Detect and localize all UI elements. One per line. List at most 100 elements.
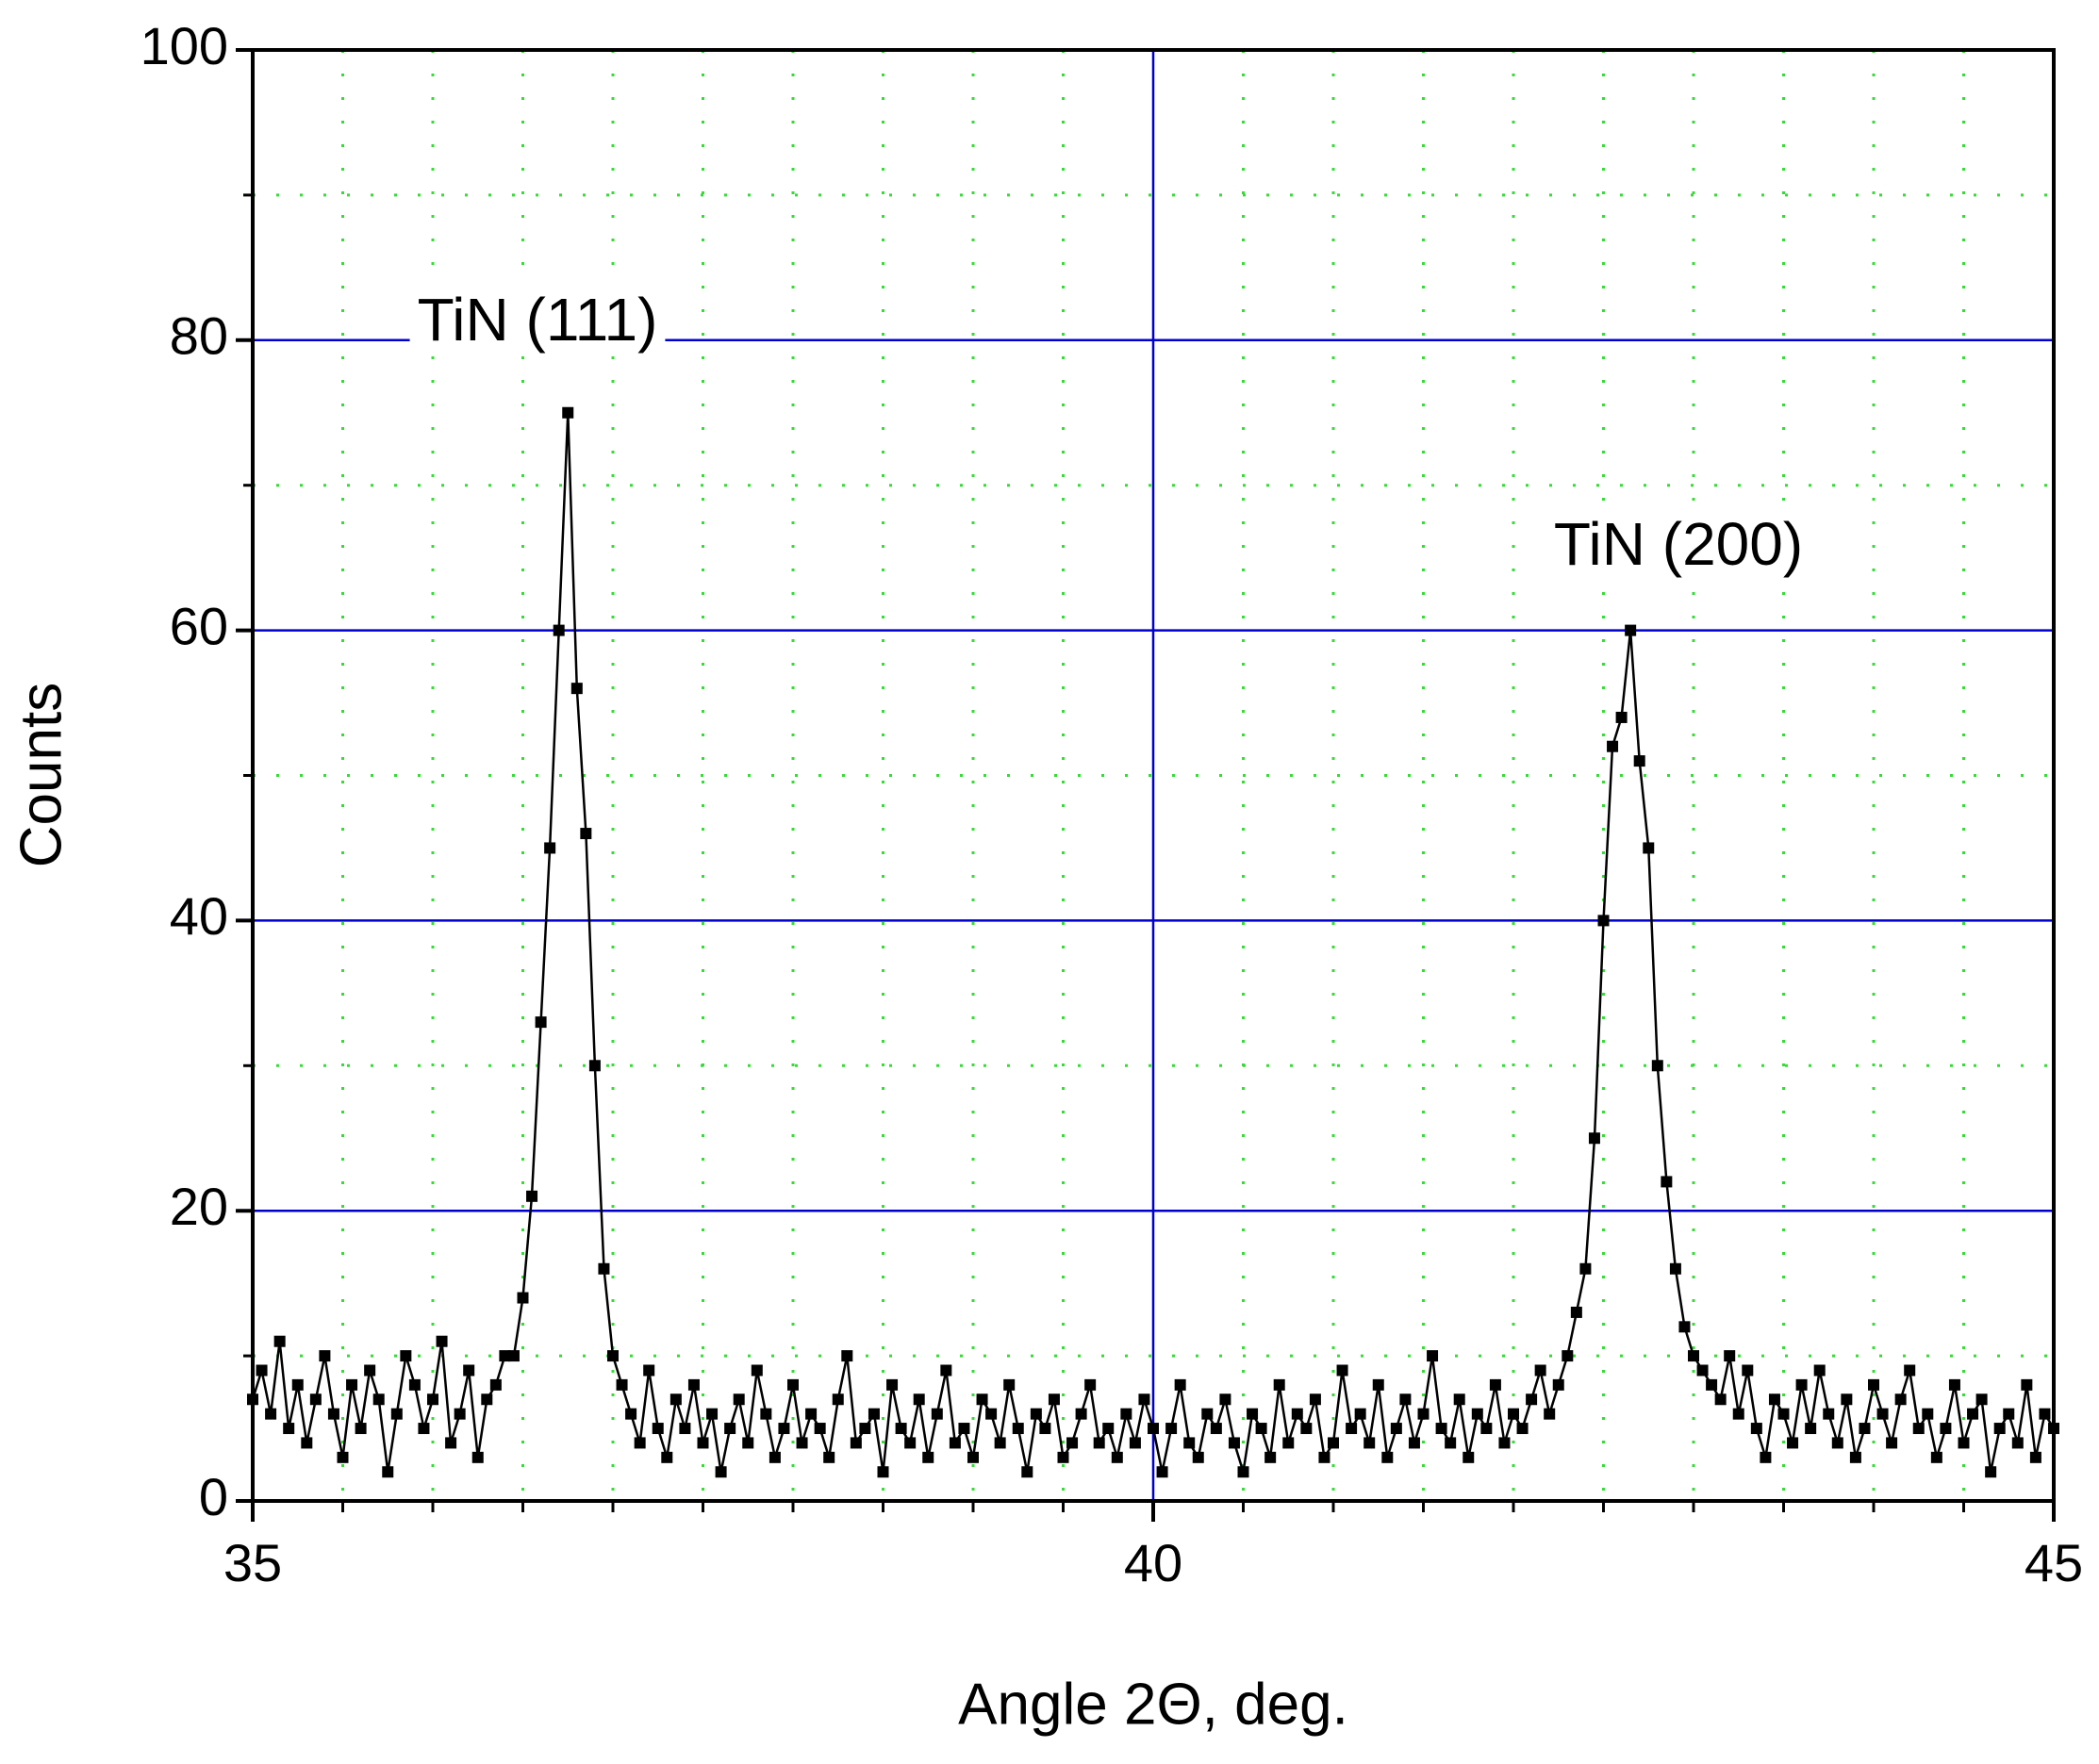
- data-point: [309, 1393, 322, 1406]
- data-point: [2011, 1437, 2024, 1449]
- data-point: [976, 1393, 988, 1406]
- data-point: [1291, 1408, 1303, 1420]
- data-point: [1948, 1378, 1960, 1391]
- data-point: [1534, 1364, 1546, 1377]
- data-point: [1823, 1408, 1835, 1420]
- y-tick-label: 100: [140, 16, 228, 75]
- y-tick-label: 20: [170, 1177, 228, 1236]
- annotation: TiN (111): [418, 286, 658, 354]
- data-point: [868, 1408, 880, 1420]
- x-tick-label: 45: [2025, 1533, 2083, 1592]
- data-point: [1985, 1466, 1997, 1478]
- x-tick-label: 40: [1124, 1533, 1182, 1592]
- data-point: [1021, 1466, 1033, 1478]
- data-point: [1093, 1437, 1105, 1449]
- data-point: [1003, 1378, 1016, 1391]
- data-point: [1399, 1393, 1412, 1406]
- data-point: [1859, 1423, 1871, 1435]
- data-point: [733, 1393, 745, 1406]
- data-point: [1201, 1408, 1214, 1420]
- data-point: [877, 1466, 889, 1478]
- data-point: [1912, 1423, 1925, 1435]
- data-point: [1588, 1132, 1600, 1145]
- data-point: [337, 1451, 349, 1463]
- data-point: [2048, 1423, 2059, 1435]
- data-point: [787, 1378, 799, 1391]
- data-point: [769, 1451, 781, 1463]
- data-point: [1148, 1423, 1159, 1435]
- data-point: [1471, 1408, 1483, 1420]
- data-point: [1336, 1364, 1348, 1377]
- data-point: [697, 1437, 709, 1449]
- data-point: [1876, 1408, 1889, 1420]
- data-point: [1012, 1423, 1024, 1435]
- data-point: [1138, 1393, 1150, 1406]
- data-point: [2039, 1408, 2051, 1420]
- data-point: [1364, 1437, 1376, 1449]
- data-point: [400, 1350, 412, 1362]
- data-point: [1427, 1350, 1439, 1362]
- data-point: [1661, 1176, 1673, 1188]
- data-point: [904, 1437, 917, 1449]
- data-point: [1714, 1393, 1727, 1406]
- data-point: [859, 1423, 871, 1435]
- data-point: [390, 1408, 403, 1420]
- data-point: [1183, 1437, 1196, 1449]
- data-point: [1048, 1393, 1060, 1406]
- data-point: [669, 1393, 682, 1406]
- y-tick-label: 80: [170, 306, 228, 366]
- data-point: [1760, 1451, 1772, 1463]
- data-point: [1228, 1437, 1240, 1449]
- data-point: [463, 1364, 475, 1377]
- data-point: [1787, 1437, 1799, 1449]
- data-point: [1102, 1423, 1115, 1435]
- data-point: [1174, 1378, 1186, 1391]
- data-point: [1300, 1423, 1313, 1435]
- data-point: [346, 1378, 358, 1391]
- data-point: [408, 1378, 421, 1391]
- data-point: [418, 1423, 430, 1435]
- data-point: [1498, 1437, 1511, 1449]
- data-point: [814, 1423, 826, 1435]
- data-point: [634, 1437, 646, 1449]
- data-point: [355, 1423, 367, 1435]
- data-point: [526, 1190, 538, 1202]
- data-point: [1210, 1423, 1222, 1435]
- data-point: [1255, 1423, 1267, 1435]
- data-point: [1282, 1437, 1295, 1449]
- data-point: [1526, 1393, 1538, 1406]
- data-point: [1129, 1437, 1141, 1449]
- data-point: [1264, 1451, 1277, 1463]
- data-point: [2021, 1378, 2033, 1391]
- data-point: [301, 1437, 313, 1449]
- data-point: [1354, 1408, 1366, 1420]
- data-point: [372, 1393, 385, 1406]
- data-point: [931, 1408, 943, 1420]
- data-point: [922, 1451, 934, 1463]
- data-point: [1975, 1393, 1988, 1406]
- data-point: [1156, 1466, 1168, 1478]
- data-point: [1841, 1393, 1853, 1406]
- data-point: [949, 1437, 961, 1449]
- data-point: [562, 406, 574, 419]
- data-point: [886, 1378, 899, 1391]
- data-point: [985, 1408, 998, 1420]
- data-point: [1066, 1437, 1079, 1449]
- data-point: [436, 1335, 448, 1347]
- data-point: [319, 1350, 331, 1362]
- data-point: [760, 1408, 772, 1420]
- data-point: [1904, 1364, 1916, 1377]
- data-point: [1696, 1364, 1709, 1377]
- data-point: [1165, 1423, 1178, 1435]
- data-point: [2003, 1408, 2015, 1420]
- data-point: [1777, 1408, 1790, 1420]
- data-point: [1030, 1408, 1042, 1420]
- data-point: [913, 1393, 925, 1406]
- data-point: [1390, 1423, 1402, 1435]
- data-point: [805, 1408, 818, 1420]
- data-point: [273, 1335, 286, 1347]
- data-point: [742, 1437, 754, 1449]
- data-point: [1958, 1437, 1970, 1449]
- data-point: [382, 1466, 394, 1478]
- data-point: [1930, 1451, 1942, 1463]
